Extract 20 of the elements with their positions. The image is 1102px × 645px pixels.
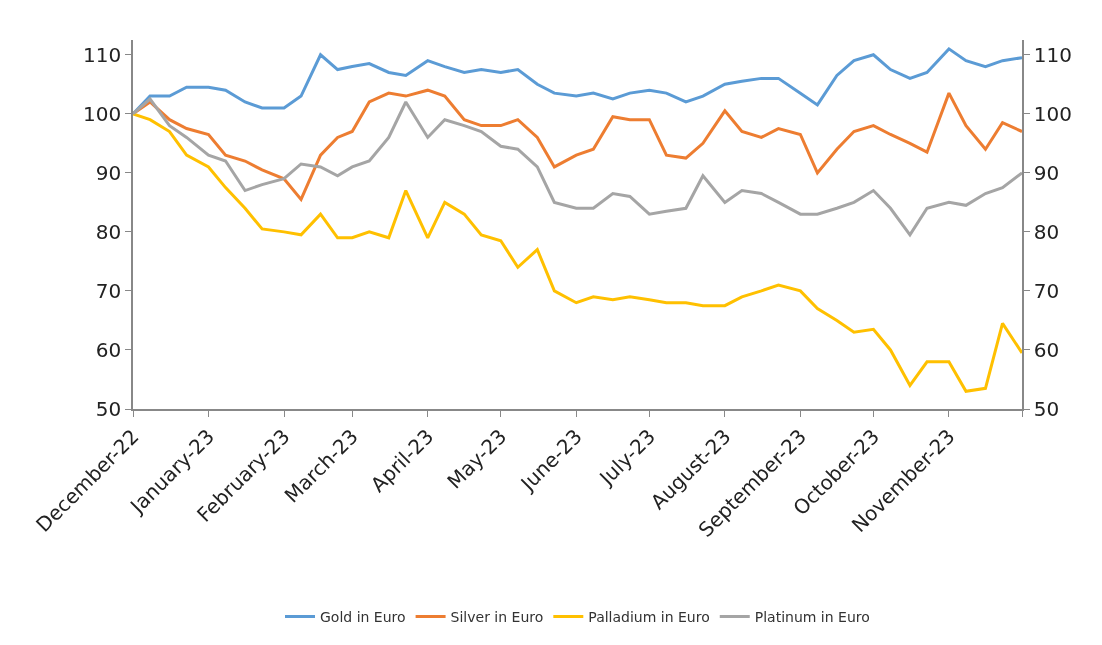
y2-tick-label: 110 <box>1033 42 1072 67</box>
y-tick-label: 60 <box>95 337 122 362</box>
legend-label: Palladium in Euro <box>588 608 710 625</box>
y-tick-label: 90 <box>95 160 122 185</box>
legend-label: Platinum in Euro <box>754 608 870 625</box>
line-series <box>133 112 1022 393</box>
y-tick-label: 110 <box>83 42 122 67</box>
y2-tick-label: 90 <box>1033 160 1060 185</box>
y-tick-label: 50 <box>95 397 122 421</box>
y-tick-label: 80 <box>95 219 122 244</box>
legend-label: Gold in Euro <box>320 608 406 625</box>
y-tick-label: 100 <box>83 101 122 126</box>
y-tick-label: 70 <box>95 278 122 303</box>
y2-tick-label: 60 <box>1033 337 1060 362</box>
legend-label: Silver in Euro <box>450 608 544 625</box>
y2-tick-label: 100 <box>1033 101 1072 126</box>
y2-tick-label: 70 <box>1033 278 1060 303</box>
y2-tick-label: 80 <box>1033 219 1060 244</box>
y2-tick-label: 50 <box>1033 397 1060 421</box>
line-series <box>133 97 1022 237</box>
